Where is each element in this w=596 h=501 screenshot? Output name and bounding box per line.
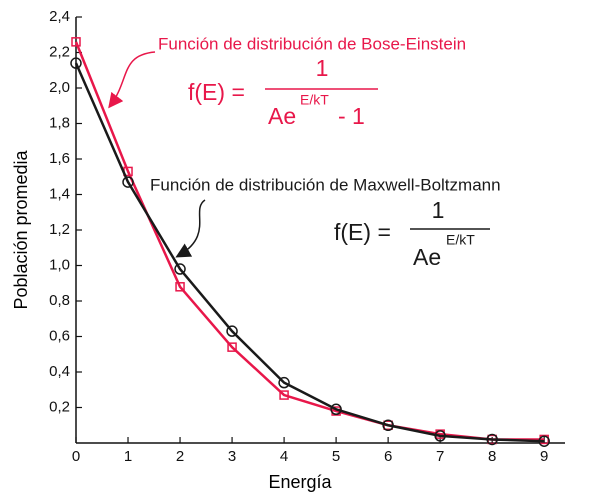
y-tick-label: 1,0 — [49, 256, 70, 273]
series-line — [74, 62, 545, 443]
y-tick-label: 1,6 — [49, 150, 70, 167]
marker — [434, 430, 446, 442]
marker — [70, 57, 82, 69]
formula-denominator: Ae — [268, 103, 296, 129]
marker — [486, 433, 498, 446]
formula: f(E) = 1 Ae E/kT - 1 — [188, 55, 378, 129]
y-axis-label: Población promedia — [11, 149, 31, 309]
marker — [174, 263, 186, 275]
x-tick-label: 0 — [72, 448, 80, 465]
series-label: Función de distribución de Bose-Einstein — [158, 34, 466, 53]
arrow — [175, 199, 206, 258]
formula-lhs: f(E) = — [188, 79, 245, 105]
marker — [279, 390, 289, 400]
series-label: Función de distribución de Maxwell-Boltz… — [150, 175, 501, 194]
x-tick-label: 9 — [540, 448, 548, 465]
formula-exponent: E/kT — [446, 232, 475, 248]
x-tick-label: 1 — [124, 448, 132, 465]
x-tick-label: 8 — [488, 448, 496, 465]
marker — [278, 376, 290, 389]
y-tick-label: 2,2 — [49, 43, 70, 60]
formula-numerator: 1 — [316, 55, 329, 81]
y-tick-label: 1,8 — [49, 114, 70, 131]
y-tick-label: 1,2 — [49, 221, 70, 238]
formula-suffix: - 1 — [338, 103, 365, 129]
formula-numerator: 1 — [432, 197, 445, 223]
marker — [538, 435, 550, 447]
x-tick-label: 7 — [436, 448, 444, 465]
formula-denominator: Ae — [413, 244, 441, 270]
x-tick-label: 3 — [228, 448, 236, 465]
marker — [175, 282, 185, 292]
x-tick-label: 4 — [280, 448, 288, 465]
y-tick-label: 2,4 — [49, 8, 70, 25]
x-tick-label: 2 — [176, 448, 184, 465]
marker — [226, 325, 238, 337]
marker — [227, 342, 237, 352]
formula-lhs: f(E) = — [334, 219, 391, 245]
x-tick-label: 5 — [332, 448, 340, 465]
marker — [330, 403, 342, 416]
y-tick-label: 0,6 — [49, 327, 70, 344]
marker — [382, 419, 394, 431]
arrow — [108, 51, 156, 109]
marker — [71, 37, 81, 47]
y-tick-label: 2,0 — [49, 79, 70, 96]
y-tick-label: 1,4 — [49, 185, 70, 202]
formula-exponent: E/kT — [300, 92, 329, 108]
x-axis-label: Energía — [268, 472, 332, 492]
y-tick-label: 0,2 — [49, 398, 70, 415]
marker — [122, 176, 134, 188]
formula: f(E) = 1 Ae E/kT — [334, 197, 490, 270]
x-tick-label: 6 — [384, 448, 392, 465]
y-tick-label: 0,8 — [49, 292, 70, 309]
y-tick-label: 0,4 — [49, 363, 70, 380]
